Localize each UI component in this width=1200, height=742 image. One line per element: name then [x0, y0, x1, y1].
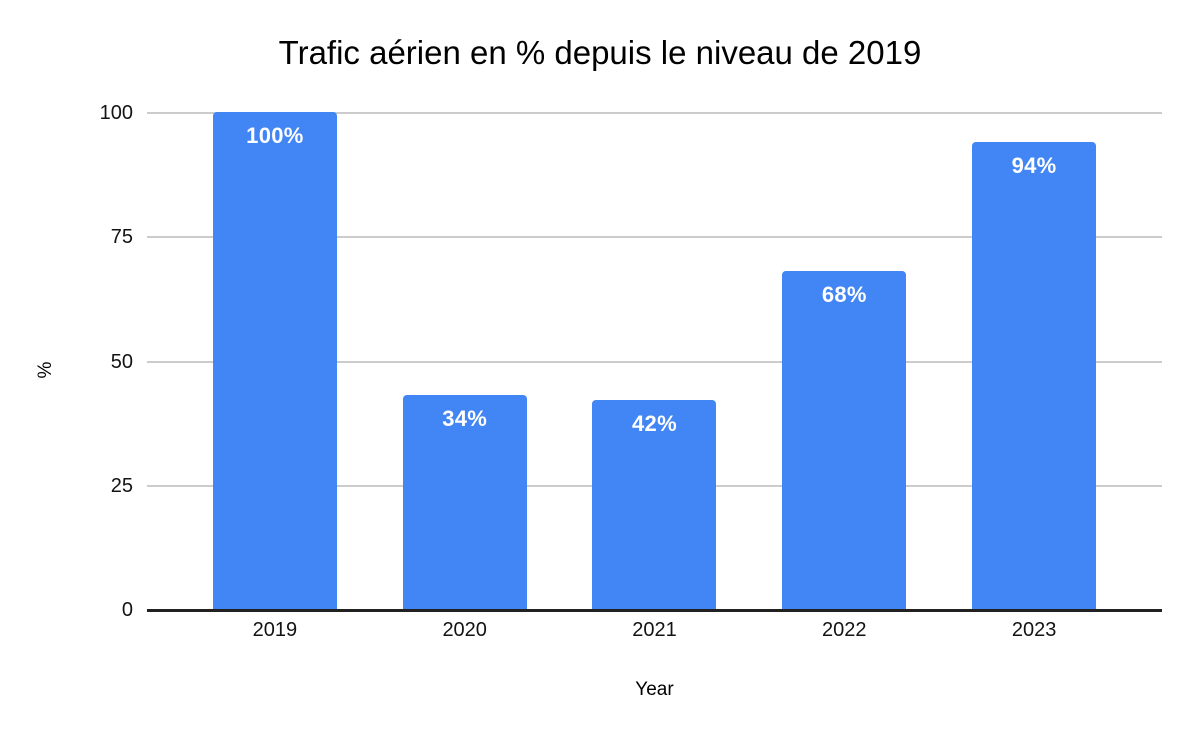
- bars-row: 100% 34% 42% 68% 94%: [147, 112, 1162, 609]
- chart-title: Trafic aérien en % depuis le niveau de 2…: [278, 34, 922, 71]
- plot-area: 100% 34% 42% 68% 94%: [147, 112, 1162, 612]
- y-axis: 0 25 50 75 100: [0, 102, 133, 621]
- x-tick-2019: 2019: [252, 619, 298, 641]
- bar-slot-2019: 100%: [180, 112, 370, 609]
- bar-slot-2023: 94%: [939, 112, 1129, 609]
- bar-label-2019: 100%: [246, 123, 304, 148]
- bar-slot-2021: 42%: [560, 112, 750, 609]
- x-axis: 2019 2020 2021 2022 2023: [147, 619, 1162, 642]
- gridline-100: [147, 112, 1162, 114]
- x-tick-2022: 2022: [822, 619, 867, 641]
- y-tick-0: 0: [121, 599, 133, 621]
- bar-2019: 100%: [212, 112, 337, 609]
- bar-2023: 94%: [972, 142, 1097, 609]
- gridline-75: [147, 236, 1162, 238]
- bar-slot-2022: 68%: [749, 112, 939, 609]
- y-tick-25: 25: [110, 475, 133, 497]
- gridline-50: [147, 361, 1162, 363]
- x-axis-title: Year: [635, 679, 674, 700]
- x-tick-2020: 2020: [442, 619, 487, 641]
- bar-label-2020: 34%: [442, 406, 488, 431]
- y-tick-50: 50: [110, 351, 133, 373]
- x-tick-2021: 2021: [632, 619, 677, 641]
- bar-2022: 68%: [782, 271, 907, 609]
- bar-label-2022: 68%: [821, 282, 867, 307]
- x-tick-2023: 2023: [1011, 619, 1057, 641]
- y-tick-100: 100: [99, 102, 133, 124]
- bar-slot-2020: 34%: [370, 112, 560, 609]
- bar-2020: 34%: [402, 395, 527, 609]
- y-tick-75: 75: [110, 226, 133, 248]
- bar-2021: 42%: [592, 400, 717, 609]
- bar-label-2023: 94%: [1011, 153, 1057, 178]
- bar-label-2021: 42%: [632, 411, 677, 436]
